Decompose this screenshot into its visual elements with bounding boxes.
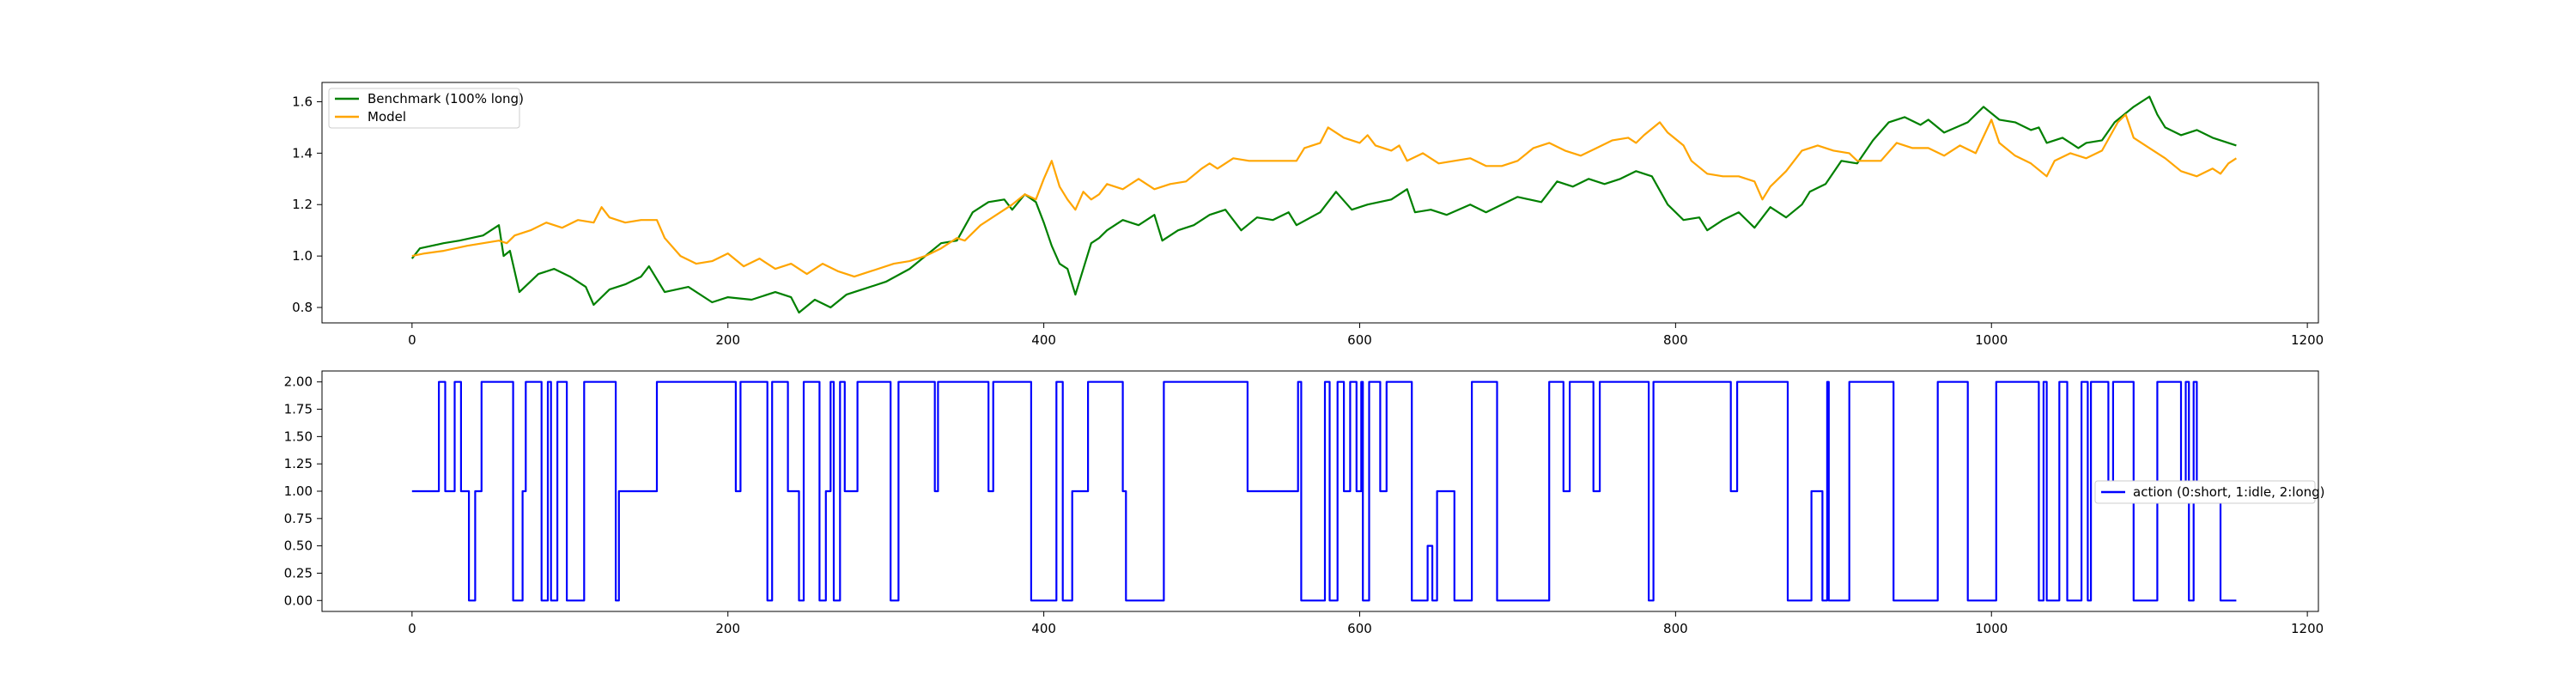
y-tick-label: 1.50 xyxy=(284,429,313,444)
y-tick-label: 1.75 xyxy=(284,402,313,417)
top-series-lines xyxy=(410,95,2238,314)
bottom-axes-frame xyxy=(321,370,2319,612)
x-tick-label: 800 xyxy=(1663,621,1688,636)
y-tick-label: 0.50 xyxy=(284,538,313,554)
x-tick-label: 0 xyxy=(408,332,416,348)
y-tick-label: 0.25 xyxy=(284,565,313,581)
y-tick-label: 0.8 xyxy=(292,300,313,315)
top-axes-background xyxy=(322,82,2318,323)
bottom-x-axis-ticks: 0 200 400 600 800 1000 1200 xyxy=(408,611,2324,636)
y-tick-label: 2.00 xyxy=(284,374,313,390)
legend-label-action: action (0:short, 1:idle, 2:long) xyxy=(2133,484,2325,500)
x-tick-label: 600 xyxy=(1347,332,1372,348)
y-tick-label: 1.00 xyxy=(284,483,313,499)
x-tick-label: 400 xyxy=(1031,332,1056,348)
series-line-benchmark xyxy=(410,95,2237,314)
series-line-action xyxy=(411,380,2237,602)
y-tick-label: 1.0 xyxy=(292,248,313,264)
bottom-legend: action (0:short, 1:idle, 2:long) xyxy=(2094,480,2325,504)
bottom-series-lines xyxy=(411,380,2237,602)
top-legend: Benchmark (100% long) Model xyxy=(328,88,524,129)
top-legend-box xyxy=(328,88,520,129)
x-tick-label: 800 xyxy=(1663,332,1688,348)
legend-label-model: Model xyxy=(368,109,406,125)
legend-label-benchmark: Benchmark (100% long) xyxy=(368,91,524,106)
x-tick-label: 200 xyxy=(715,621,740,636)
y-tick-label: 1.6 xyxy=(292,94,313,109)
x-tick-label: 1000 xyxy=(1975,621,2008,636)
top-x-axis-ticks: 0 200 400 600 800 1000 1200 xyxy=(408,323,2324,348)
x-tick-label: 1200 xyxy=(2291,621,2324,636)
bottom-action-chart: 0 200 400 600 800 1000 1200 0.00 0.25 0.50 0.75 1.… xyxy=(284,370,2325,636)
x-tick-label: 0 xyxy=(408,621,416,636)
y-tick-label: 1.2 xyxy=(292,197,313,212)
bottom-legend-box xyxy=(2094,480,2316,504)
x-tick-label: 1000 xyxy=(1975,332,2008,348)
series-line-model xyxy=(411,113,2238,278)
y-tick-label: 1.25 xyxy=(284,456,313,471)
x-tick-label: 400 xyxy=(1031,621,1056,636)
y-tick-label: 0.75 xyxy=(284,511,313,526)
y-tick-label: 1.4 xyxy=(292,145,313,161)
x-tick-label: 1200 xyxy=(2291,332,2324,348)
x-tick-label: 200 xyxy=(715,332,740,348)
y-tick-label: 0.00 xyxy=(284,593,313,608)
top-line-chart: 0 200 400 600 800 1000 1200 0.8 1.0 1.2 1.4 1.6 Be… xyxy=(292,82,2324,348)
top-y-axis-ticks: 0.8 1.0 1.2 1.4 1.6 xyxy=(292,94,322,315)
bottom-y-axis-ticks: 0.00 0.25 0.50 0.75 1.00 1.25 1.50 1.75 2.00 xyxy=(284,374,322,608)
top-axes-frame xyxy=(321,82,2319,324)
x-tick-label: 600 xyxy=(1347,621,1372,636)
